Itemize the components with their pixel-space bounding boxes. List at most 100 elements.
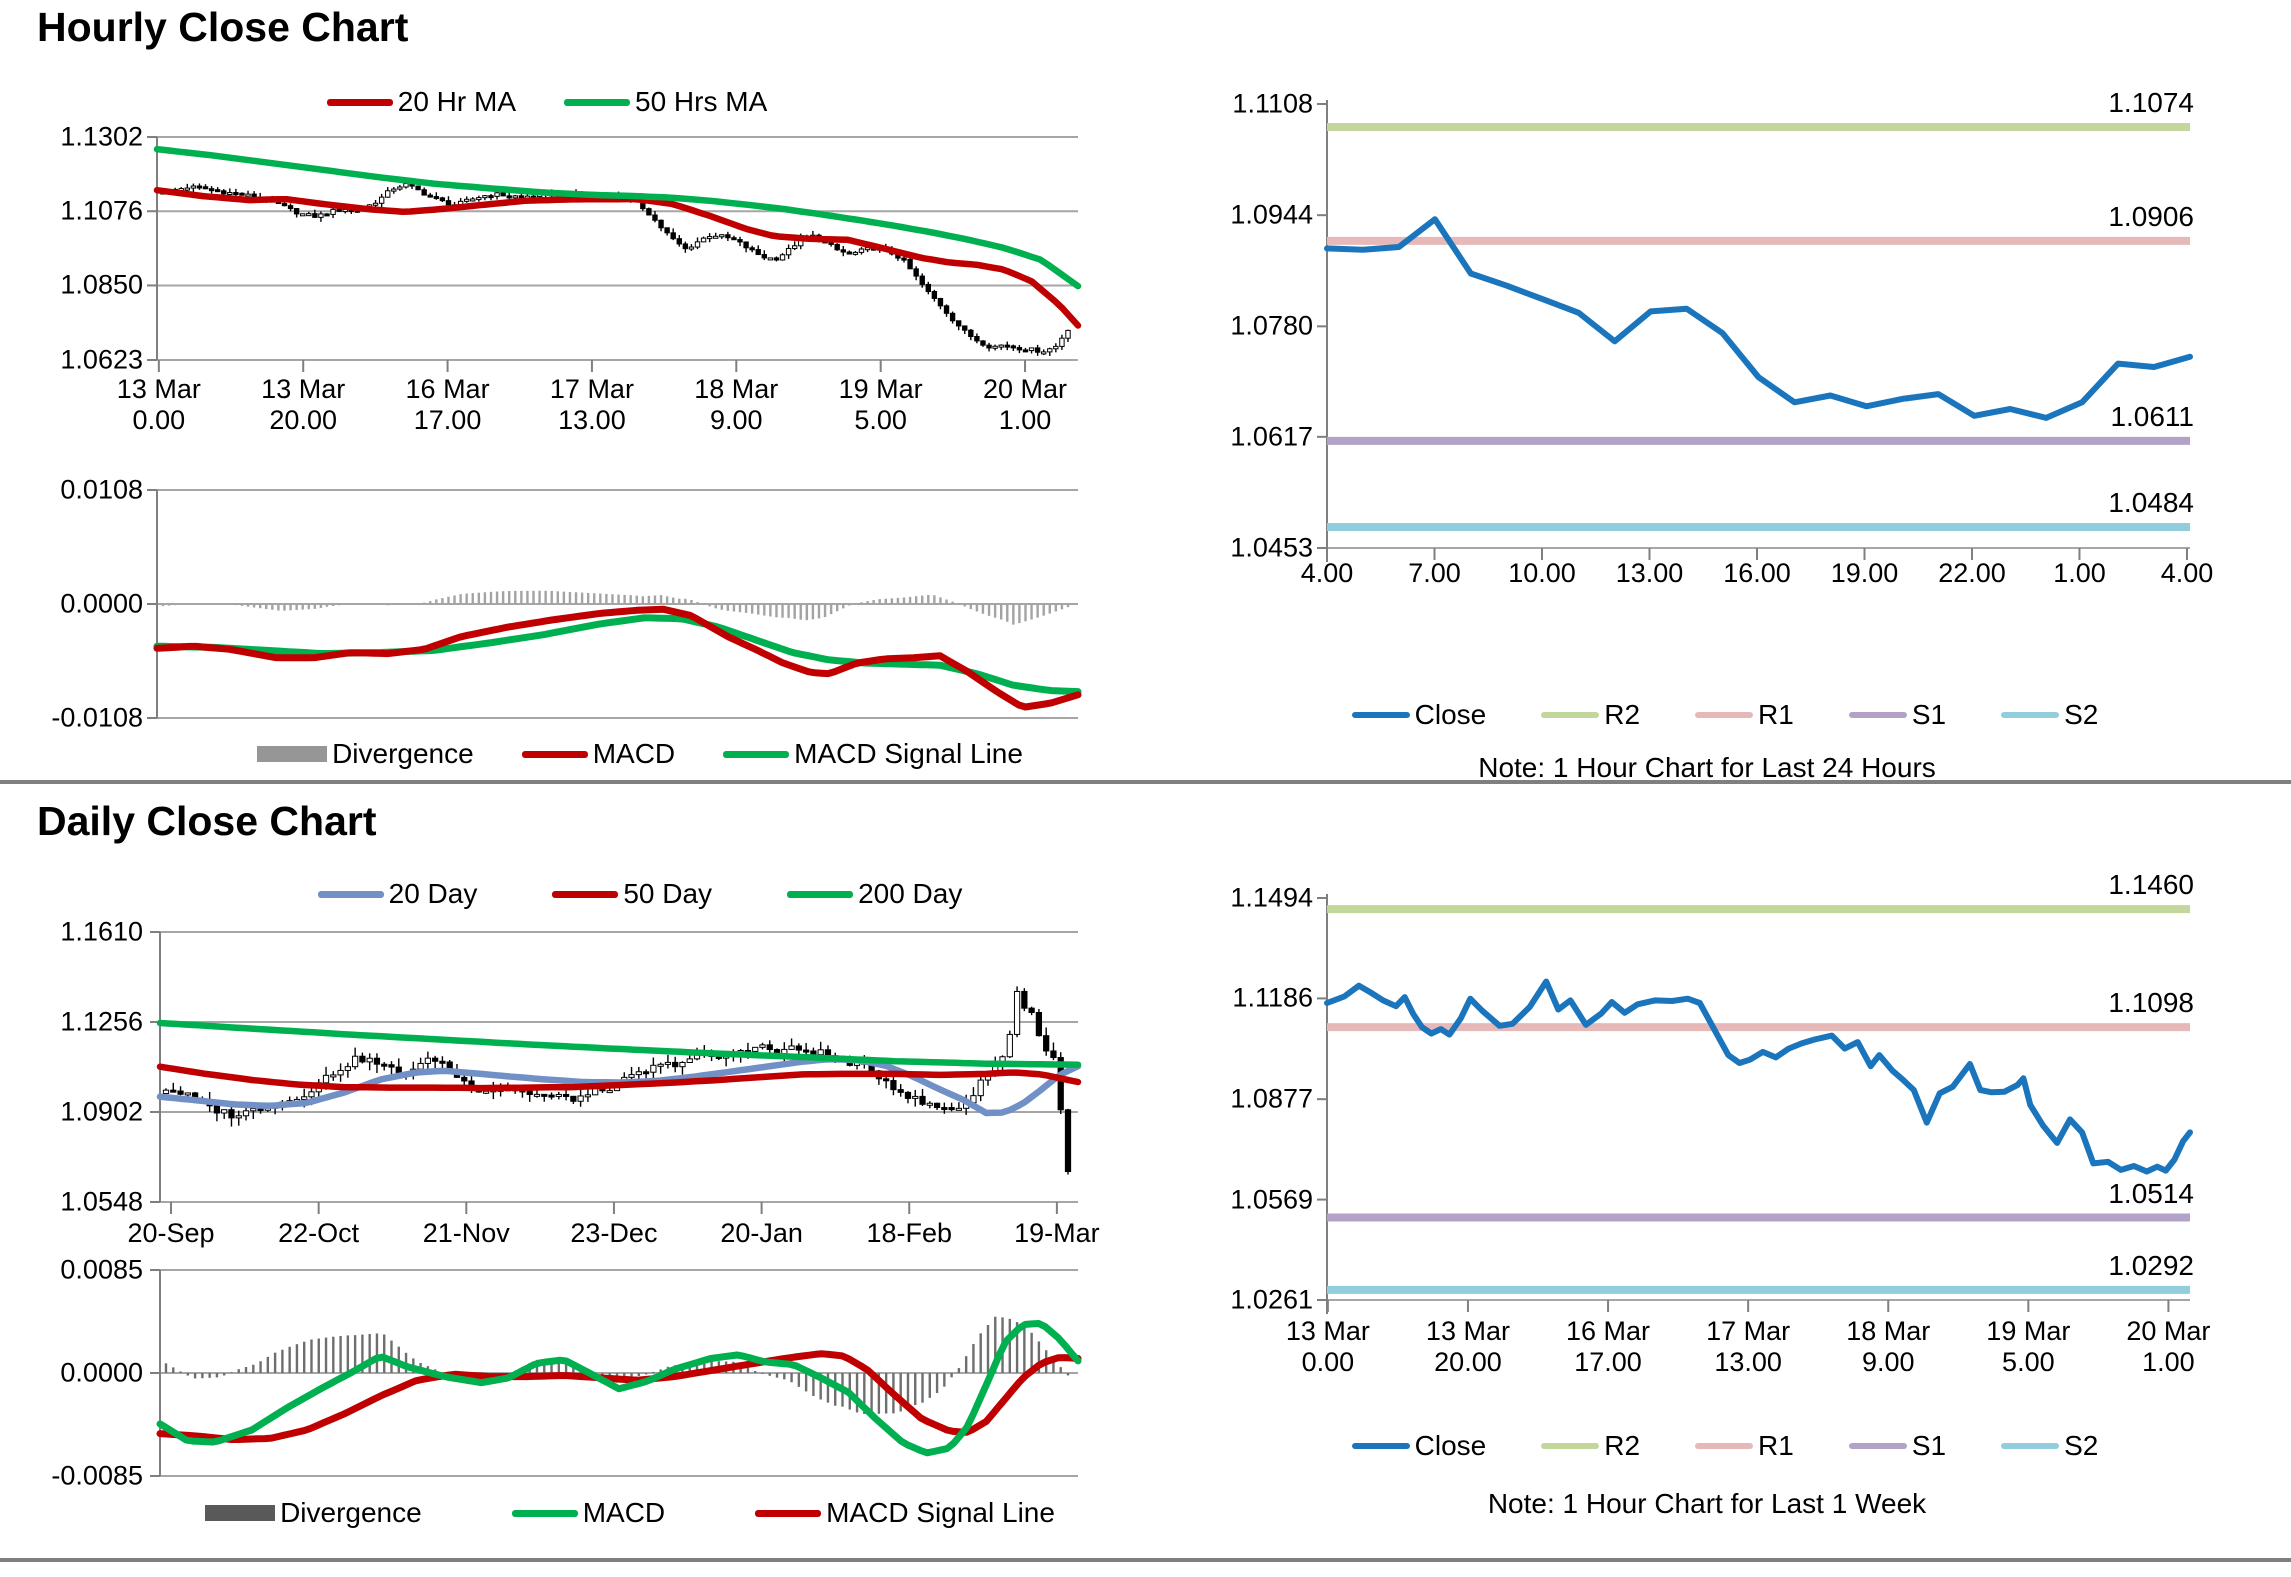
candle-down	[432, 1057, 439, 1062]
hourly-pivot-legend: Close R2 R1 S1 S2	[1327, 699, 2123, 731]
candle-up	[657, 1063, 664, 1067]
candle-down	[1021, 990, 1028, 1009]
legend-item-200day-ma: 200 Day	[787, 878, 962, 910]
y-tick-label: 1.0780	[1230, 310, 1313, 341]
candle-up	[330, 208, 336, 215]
candle-up	[555, 1093, 562, 1097]
legend-item-close: Close	[1351, 699, 1486, 731]
legend-label: S1	[1911, 1430, 1947, 1461]
candle-up	[417, 1062, 424, 1070]
candle-down	[795, 1045, 802, 1051]
candle-up	[664, 1061, 672, 1065]
candle-down	[1010, 345, 1017, 349]
candle-up	[752, 1046, 759, 1052]
legend-label: MACD	[582, 1497, 666, 1528]
candle-down	[388, 1064, 395, 1068]
candle-down	[233, 192, 239, 196]
candle-down	[548, 1094, 555, 1098]
candle-up	[533, 1093, 541, 1097]
y-tick-label: 0.0000	[60, 1357, 143, 1388]
candle-down	[913, 268, 919, 277]
x-tick-label: 16 Mar 17.00	[1566, 1316, 1651, 1377]
candle-down	[676, 238, 682, 245]
ma-line-50-day	[156, 1063, 1082, 1092]
legend-label: MACD	[592, 738, 676, 769]
candle-down	[1057, 1057, 1064, 1111]
candle-up	[242, 1110, 250, 1117]
s2-line-swatch	[2001, 712, 2060, 718]
ma-line-20-hr-ma	[153, 186, 1082, 329]
candle-down	[228, 1109, 235, 1119]
candle-down	[208, 188, 215, 192]
ma-line-50-hrs-ma	[153, 145, 1082, 290]
macd-signal-line	[153, 614, 1082, 696]
candle-down	[824, 1049, 832, 1057]
candle-down	[986, 344, 992, 349]
x-tick-label: 20-Jan	[720, 1218, 803, 1248]
candle-down	[281, 202, 288, 207]
candle-up	[688, 246, 695, 250]
legend-item-macd: MACD	[521, 738, 676, 770]
candle-up	[679, 1061, 686, 1068]
legend-label: R1	[1758, 699, 1794, 730]
candle-up	[184, 1092, 191, 1096]
x-tick-label: 20 Mar 1.00	[2126, 1316, 2211, 1377]
x-tick-label: 20 Mar 1.00	[983, 374, 1068, 435]
x-tick-label: 13 Mar 0.00	[1285, 1316, 1370, 1377]
x-tick-label: 16 Mar 17.00	[405, 374, 490, 435]
candle-down	[336, 208, 342, 212]
y-tick-label: 1.0623	[60, 344, 143, 375]
legend-item-divergence: Divergence	[205, 1497, 422, 1529]
candle-down	[202, 186, 209, 190]
candle-up	[635, 1071, 642, 1076]
candle-up	[344, 1066, 351, 1071]
20hr-ma-line-swatch	[326, 98, 393, 106]
y-tick-label: 1.0569	[1230, 1184, 1313, 1215]
candle-up	[788, 1045, 795, 1050]
legend-item-macd-signal: MACD Signal Line	[755, 1497, 1055, 1529]
candle-down	[925, 283, 931, 293]
hourly-section-title: Hourly Close Chart	[37, 4, 409, 50]
candle-up	[306, 213, 312, 217]
macd-signal-line	[156, 1350, 1082, 1443]
x-tick-label: 21-Nov	[422, 1218, 510, 1248]
y-tick-label: 1.1256	[60, 1006, 143, 1037]
legend-label: Divergence	[332, 738, 474, 769]
20day-ma-line-swatch	[317, 890, 384, 898]
legend-label: Close	[1414, 1430, 1487, 1461]
candle-down	[461, 1076, 468, 1082]
candle-up	[397, 186, 403, 190]
candle-up	[221, 1109, 228, 1114]
legend-label: 20 Hr MA	[397, 86, 516, 117]
candle-up	[385, 190, 391, 198]
x-tick-label: 17 Mar 13.00	[549, 374, 634, 435]
candle-down	[1035, 1011, 1043, 1037]
y-tick-label: 1.0850	[60, 269, 143, 300]
pivot-label-s2: 1.0292	[2108, 1249, 2194, 1281]
daily-price-legend: 20 Day 50 Day 200 Day	[157, 878, 1123, 910]
candle-up	[694, 241, 701, 248]
candle-down	[324, 213, 330, 217]
legend-label: S1	[1911, 699, 1947, 730]
y-tick-label: 1.1186	[1232, 982, 1313, 1013]
candle-down	[500, 192, 506, 197]
legend-item-s1: S1	[1848, 699, 1947, 731]
pivot-label-r2: 1.1074	[2108, 87, 2194, 119]
legend-label: S2	[2064, 699, 2099, 730]
candle-up	[706, 236, 713, 240]
legend-item-20day-ma: 20 Day	[317, 878, 477, 910]
legend-item-r1: R1	[1695, 1430, 1794, 1462]
candle-down	[943, 305, 950, 314]
r2-line-swatch	[1541, 1443, 1600, 1449]
x-tick-label: 18 Mar 9.00	[1846, 1316, 1931, 1377]
candle-up	[378, 196, 385, 204]
candle-down	[731, 237, 737, 241]
x-tick-label: 4.00	[1300, 558, 1354, 588]
candle-up	[791, 245, 798, 250]
candle-up	[250, 1108, 257, 1112]
x-tick-label: 1.00	[2053, 558, 2106, 588]
daily-pivot-legend: Close R2 R1 S1 S2	[1327, 1430, 2123, 1462]
candle-down	[672, 1061, 679, 1068]
candle-up	[482, 195, 488, 199]
x-tick-label: 20-Sep	[127, 1218, 215, 1248]
